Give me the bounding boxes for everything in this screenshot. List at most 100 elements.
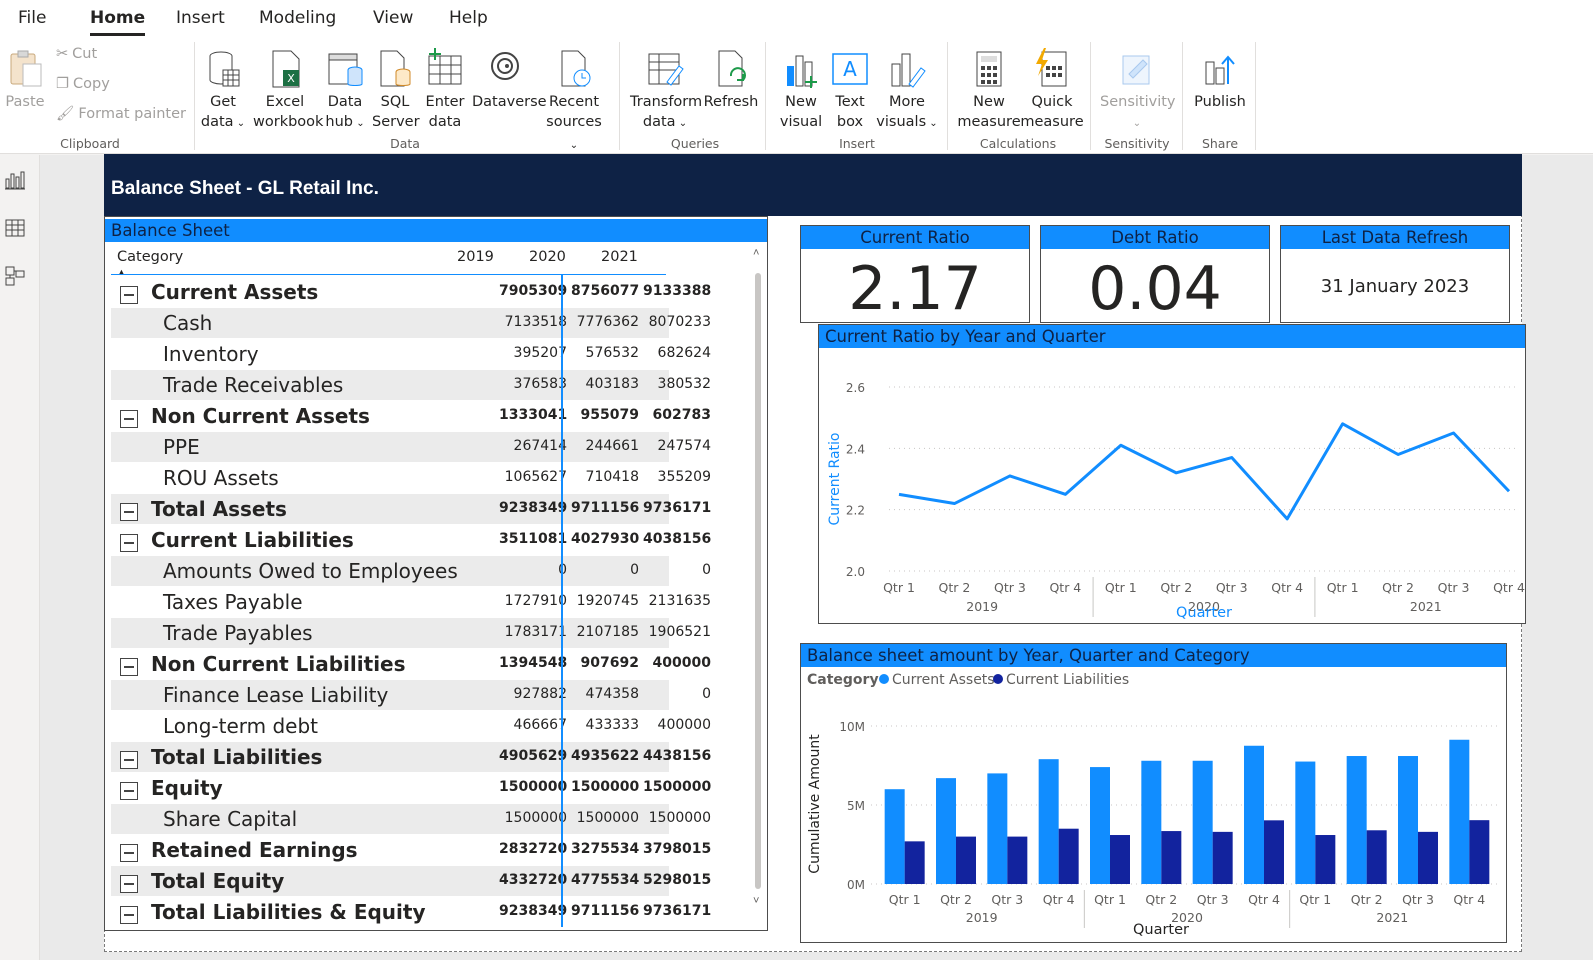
collapse-toggle-icon[interactable] — [120, 658, 138, 676]
matrix-row[interactable]: Amounts Owed to Employees 0 0 0 — [111, 556, 711, 586]
header-underline — [111, 274, 666, 275]
chevron-down-icon[interactable]: ˅ — [753, 895, 760, 907]
matrix-row[interactable]: Non Current Assets 1333041 955079 602783 — [111, 401, 711, 431]
copy-icon: ❐ — [56, 76, 69, 92]
debt-ratio-value: 0.04 — [1088, 254, 1222, 324]
data-view-icon[interactable] — [4, 217, 26, 239]
new-measure-button[interactable]: New measure — [956, 48, 1022, 132]
y-tick-label: 10M — [839, 720, 865, 734]
tab-view[interactable]: View — [373, 8, 414, 28]
tab-file[interactable]: File — [18, 8, 47, 28]
bar-current-liabilities — [1058, 828, 1079, 884]
legend-title: Category — [807, 672, 879, 688]
matrix-scrollbar[interactable]: ˄ ˅ — [753, 247, 763, 917]
refresh-button[interactable]: Refresh — [701, 48, 761, 112]
format-painter-button[interactable]: 🖌 Format painter — [56, 105, 187, 123]
collapse-toggle-icon[interactable] — [120, 844, 138, 862]
tab-modeling[interactable]: Modeling — [259, 8, 337, 28]
recent-sources-button[interactable]: Recent sources ⌄ — [542, 48, 606, 156]
column-header-year[interactable]: 2020 — [529, 249, 566, 265]
publish-button[interactable]: Publish — [1190, 48, 1250, 112]
matrix-row[interactable]: Total Equity 4332720 4775534 5298015 — [111, 866, 711, 896]
table-plus-icon — [428, 48, 462, 85]
balance-sheet-matrix[interactable]: Balance Sheet Category ▲ 2019 2020 2021 … — [104, 216, 768, 931]
dataverse-button[interactable]: Dataverse — [472, 48, 547, 112]
tab-help[interactable]: Help — [449, 8, 488, 28]
year-label: 2020 — [1171, 910, 1203, 925]
matrix-row[interactable]: Trade Receivables 376583 403183 380532 — [111, 370, 711, 400]
matrix-row[interactable]: Current Liabilities 3511081 4027930 4038156 — [111, 525, 711, 555]
matrix-row[interactable]: Long-term debt 466667 433333 400000 — [111, 711, 711, 741]
row-label: Total Liabilities — [151, 745, 323, 769]
cell-value: 4905629 — [499, 748, 568, 764]
collapse-toggle-icon[interactable] — [120, 751, 138, 769]
matrix-row[interactable]: Inventory 395207 576532 682624 — [111, 339, 711, 369]
collapse-toggle-icon[interactable] — [120, 875, 138, 893]
cell-value: 355209 — [657, 469, 711, 485]
matrix-row[interactable]: Total Assets 9238349 9711156 9736171 — [111, 494, 711, 524]
data-hub-button[interactable]: Data hub ⌄ — [320, 48, 370, 134]
year-label: 2020 — [1188, 599, 1220, 614]
collapse-toggle-icon[interactable] — [120, 503, 138, 521]
collapse-toggle-icon[interactable] — [120, 782, 138, 800]
matrix-row[interactable]: Trade Payables 1783171 2107185 1906521 — [111, 618, 711, 648]
column-header-year[interactable]: 2021 — [601, 249, 638, 265]
column-header-category[interactable]: Category — [117, 249, 184, 265]
get-data-button[interactable]: Get data ⌄ — [198, 48, 248, 134]
cell-value: 9238349 — [499, 500, 568, 516]
bar-current-liabilities — [1110, 835, 1130, 884]
new-visual-button[interactable]: New visual — [776, 48, 826, 132]
model-view-icon[interactable] — [4, 265, 26, 287]
chevron-down-icon: ⌄ — [569, 140, 579, 151]
excel-workbook-button[interactable]: X Excel workbook — [253, 48, 323, 132]
x-tick-label: Qtr 1 — [889, 892, 921, 907]
cell-value: 9238349 — [499, 903, 568, 919]
tab-home[interactable]: Home — [90, 8, 146, 36]
copy-button[interactable]: ❐ Copy — [56, 76, 110, 92]
current-ratio-card[interactable]: Current Ratio 2.17 — [800, 225, 1030, 324]
collapse-toggle-icon[interactable] — [120, 534, 138, 552]
last-refresh-card[interactable]: Last Data Refresh 31 January 2023 — [1280, 225, 1510, 323]
debt-ratio-card[interactable]: Debt Ratio 0.04 — [1040, 225, 1270, 324]
quick-measure-button[interactable]: Quick measure — [1019, 48, 1085, 132]
column-header-year[interactable]: 2019 — [457, 249, 494, 265]
sensitivity-button[interactable]: Sensitivity ⌄ — [1100, 48, 1176, 134]
matrix-row[interactable]: Taxes Payable 1727910 1920745 2131635 — [111, 587, 711, 617]
paste-button[interactable]: Paste — [4, 48, 46, 112]
matrix-row[interactable]: Cash 7133518 7776362 8070233 — [111, 308, 711, 338]
collapse-toggle-icon[interactable] — [120, 286, 138, 304]
current-ratio-line-chart[interactable]: Current Ratio by Year and Quarter 2.0 2.2… — [818, 324, 1526, 624]
enter-data-button[interactable]: Enter data — [422, 48, 468, 132]
matrix-row[interactable]: Current Assets 7905309 8756077 9133388 — [111, 277, 711, 307]
sql-server-button[interactable]: SQL Server — [372, 48, 420, 132]
y-tick-label: 5M — [847, 799, 865, 813]
collapse-toggle-icon[interactable] — [120, 906, 138, 924]
matrix-row[interactable]: ROU Assets 1065627 710418 355209 — [111, 463, 711, 493]
svg-text:X: X — [287, 72, 295, 85]
balance-bar-chart[interactable]: Balance sheet amount by Year, Quarter an… — [800, 643, 1507, 943]
matrix-row[interactable]: Total Liabilities 4905629 4935622 4438156 — [111, 742, 711, 772]
matrix-row[interactable]: Retained Earnings 2832720 3275534 3798015 — [111, 835, 711, 865]
cell-value: 4775534 — [571, 872, 640, 888]
scrollbar-thumb[interactable] — [755, 273, 761, 889]
transform-data-button[interactable]: Transform data ⌄ — [630, 48, 702, 134]
collapse-toggle-icon[interactable] — [120, 410, 138, 428]
tab-insert[interactable]: Insert — [176, 8, 225, 28]
bar-current-liabilities — [956, 836, 976, 884]
chevron-up-icon[interactable]: ˄ — [753, 247, 760, 259]
matrix-row[interactable]: PPE 267414 244661 247574 — [111, 432, 711, 462]
cut-button[interactable]: ✂ Cut — [56, 46, 98, 62]
matrix-row[interactable]: Total Liabilities & Equity 9238349 9711156… — [111, 897, 711, 927]
matrix-row[interactable]: Share Capital 1500000 1500000 1500000 — [111, 804, 711, 834]
row-label: Total Liabilities & Equity — [151, 900, 426, 924]
report-view-icon[interactable] — [4, 169, 26, 191]
matrix-row[interactable]: Equity 1500000 1500000 1500000 — [111, 773, 711, 803]
chevron-down-icon: ⌄ — [675, 118, 688, 129]
matrix-row[interactable]: Finance Lease Liability 927882 474358 0 — [111, 680, 711, 710]
cell-value: 400000 — [652, 655, 711, 671]
cell-value: 9133388 — [643, 283, 712, 299]
matrix-row[interactable]: Non Current Liabilities 1394548 907692 4000… — [111, 649, 711, 679]
more-visuals-button[interactable]: More visuals ⌄ — [874, 48, 940, 134]
text-box-button[interactable]: A Text box — [827, 48, 873, 132]
cell-value: 0 — [702, 562, 711, 578]
